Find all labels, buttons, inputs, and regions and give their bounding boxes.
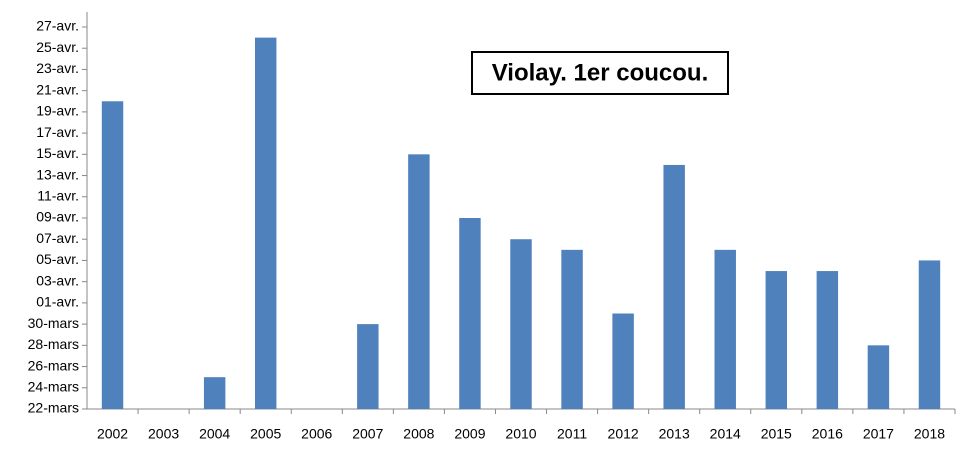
bar — [714, 249, 736, 409]
chart-title: Violay. 1er coucou. — [492, 59, 709, 86]
bar — [867, 345, 890, 409]
x-tick-label: 2013 — [659, 426, 690, 442]
x-tick-label: 2017 — [863, 426, 894, 442]
x-tick-label: 2018 — [914, 426, 945, 442]
y-tick-label: 09-avr. — [36, 209, 79, 225]
x-tick-label: 2003 — [148, 426, 179, 442]
x-tick-label: 2012 — [608, 426, 639, 442]
bar — [459, 218, 481, 409]
y-tick-label: 21-avr. — [36, 81, 79, 97]
x-tick-label: 2014 — [710, 426, 741, 442]
x-tick-label: 2015 — [761, 426, 792, 442]
bar — [357, 324, 379, 409]
y-tick-label: 05-avr. — [36, 251, 79, 267]
x-tick-label: 2009 — [454, 426, 485, 442]
y-tick-label: 01-avr. — [36, 294, 79, 310]
x-tick-label: 2007 — [352, 426, 383, 442]
y-tick-label: 26-mars — [28, 357, 79, 373]
y-tick-label: 07-avr. — [36, 230, 79, 246]
y-tick-label: 17-avr. — [36, 124, 79, 140]
x-tick-label: 2008 — [403, 426, 434, 442]
y-tick-label: 23-avr. — [36, 60, 79, 76]
x-tick-label: 2004 — [199, 426, 230, 442]
bar — [918, 260, 941, 409]
bar — [765, 271, 788, 409]
x-tick-label: 2011 — [557, 426, 587, 442]
bar — [816, 271, 839, 409]
x-tick-label: 2006 — [301, 426, 332, 442]
y-tick-label: 28-mars — [28, 336, 79, 352]
y-tick-label: 19-avr. — [36, 103, 79, 119]
y-tick-label: 25-avr. — [36, 39, 79, 55]
bar — [408, 154, 430, 409]
bar — [254, 37, 277, 409]
bar — [561, 249, 583, 409]
y-tick-label: 22-mars — [28, 400, 79, 416]
y-tick-label: 27-avr. — [36, 18, 79, 34]
bar — [663, 164, 685, 409]
x-tick-label: 2016 — [812, 426, 843, 442]
y-tick-label: 30-mars — [28, 315, 79, 331]
bar — [203, 377, 226, 409]
x-tick-label: 2010 — [505, 426, 536, 442]
bar — [510, 239, 532, 409]
bar — [612, 313, 634, 409]
x-tick-label: 2005 — [250, 426, 281, 442]
y-tick-label: 11-avr. — [37, 187, 79, 203]
y-tick-label: 15-avr. — [36, 145, 79, 161]
y-tick-label: 24-mars — [28, 378, 79, 394]
bar — [101, 101, 124, 410]
y-tick-label: 13-avr. — [36, 166, 79, 182]
title-box — [471, 51, 729, 95]
y-tick-label: 03-avr. — [36, 272, 79, 288]
x-tick-label: 2002 — [97, 426, 128, 442]
